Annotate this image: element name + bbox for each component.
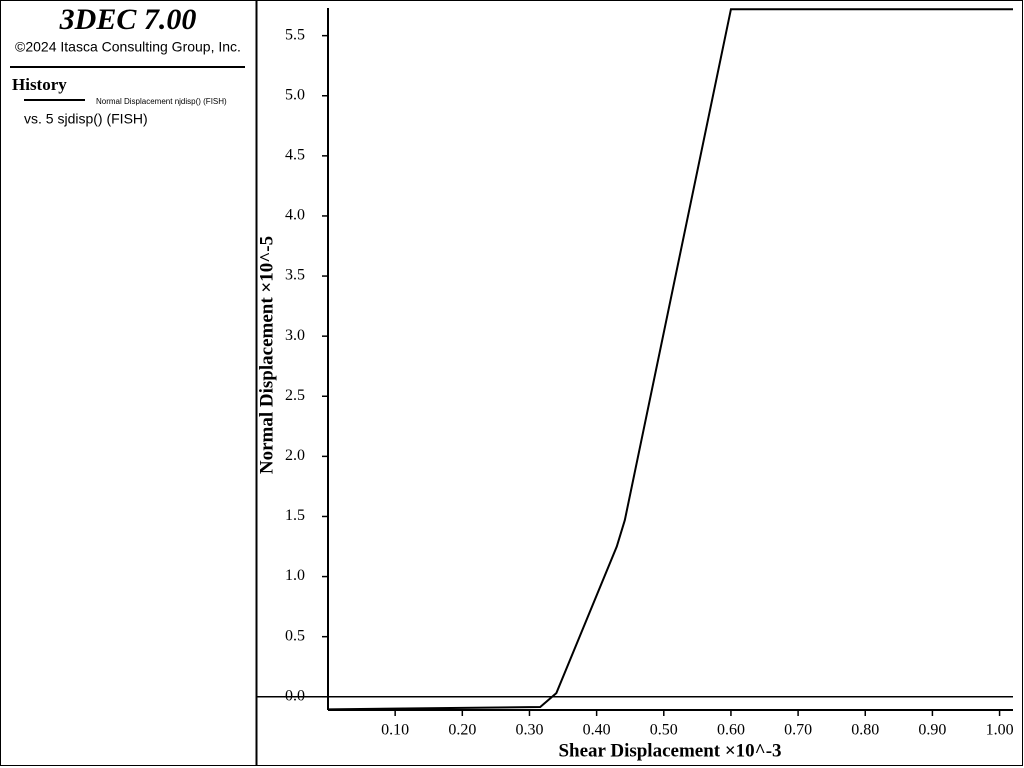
- x-tick-label: 0.20: [448, 722, 476, 739]
- x-tick-label: 0.80: [851, 722, 879, 739]
- x-tick-label: 1.00: [986, 722, 1014, 739]
- x-tick-label: 0.60: [717, 722, 745, 739]
- y-tick-label: 1.5: [285, 507, 305, 524]
- copyright: ©2024 Itasca Consulting Group, Inc.: [15, 39, 241, 55]
- y-tick-label: 5.0: [285, 86, 305, 103]
- y-tick-label: 0.0: [285, 687, 305, 704]
- y-tick-label: 0.5: [285, 627, 305, 644]
- y-tick-label: 3.0: [285, 327, 305, 344]
- x-tick-label: 0.30: [515, 722, 543, 739]
- x-tick-label: 0.10: [381, 722, 409, 739]
- x-tick-label: 0.40: [583, 722, 611, 739]
- y-tick-label: 1.0: [285, 567, 305, 584]
- x-axis-title: Shear Displacement ×10^-3: [558, 740, 781, 761]
- y-tick-label: 3.5: [285, 267, 305, 284]
- x-tick-label: 0.70: [784, 722, 812, 739]
- y-tick-label: 5.5: [285, 26, 305, 43]
- x-tick-label: 0.50: [650, 722, 678, 739]
- legend-label: Normal Displacement njdisp() (FISH): [96, 97, 227, 106]
- y-tick-label: 2.0: [285, 447, 305, 464]
- y-tick-label: 2.5: [285, 387, 305, 404]
- y-tick-label: 4.5: [285, 147, 305, 164]
- x-series-label: vs. 5 sjdisp() (FISH): [24, 111, 148, 127]
- x-tick-label: 0.90: [918, 722, 946, 739]
- app-title: 3DEC 7.00: [59, 3, 197, 36]
- y-axis-title: Normal Displacement ×10^-5: [256, 236, 277, 474]
- y-tick-label: 4.0: [285, 207, 305, 224]
- section-title: History: [12, 75, 67, 94]
- data-line: [327, 8, 1013, 711]
